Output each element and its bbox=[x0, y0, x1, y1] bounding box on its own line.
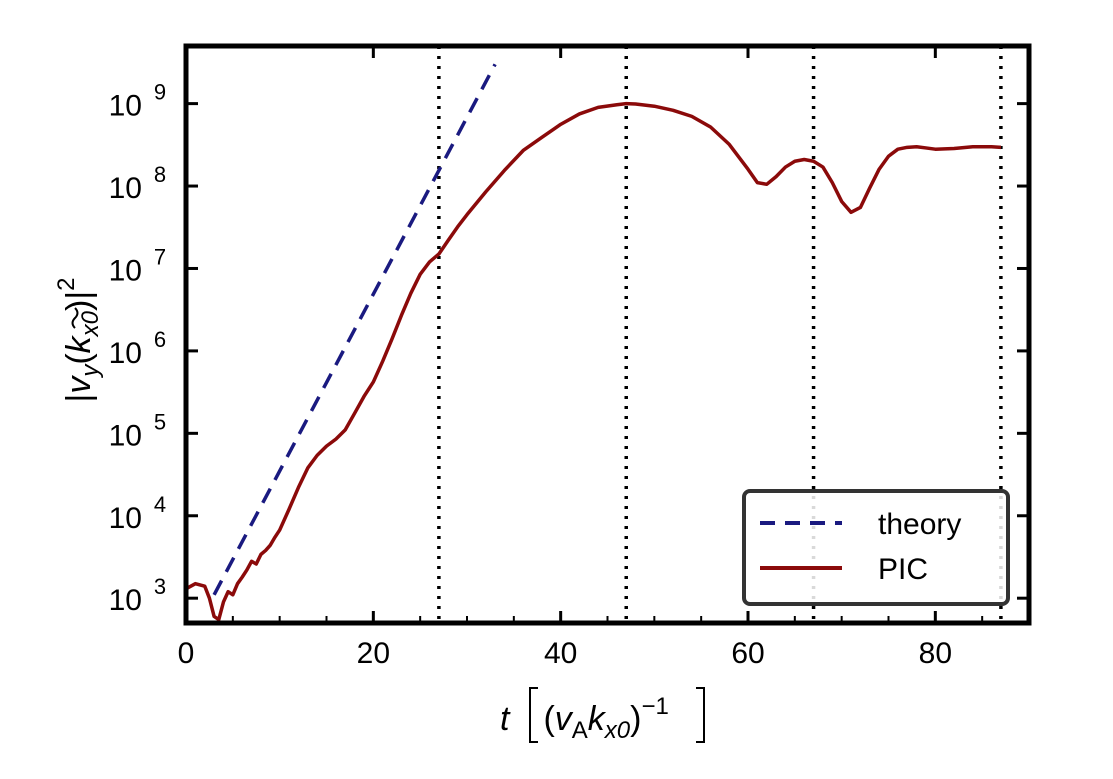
y-label-open: ( bbox=[60, 353, 98, 365]
x-tick-label-4: 80 bbox=[919, 637, 952, 670]
y-label-prefix: | bbox=[60, 394, 98, 403]
y-label-tilde-icon bbox=[71, 307, 79, 329]
y-label-close: )| bbox=[60, 291, 98, 311]
legend-theory-label: theory bbox=[878, 508, 961, 541]
x-axis-label: t (vAkx0)−1 bbox=[500, 693, 669, 744]
series-group bbox=[185, 63, 1002, 622]
y-tick-label-exp-6: 9 bbox=[154, 80, 166, 105]
x-tick-label-1: 20 bbox=[357, 637, 390, 670]
y-tick-label-6: 10 bbox=[109, 90, 142, 123]
legend-pic-label: PIC bbox=[878, 553, 928, 586]
y-tick-label-2: 10 bbox=[109, 419, 142, 452]
y-tick-label-exp-5: 8 bbox=[154, 162, 166, 187]
y-axis-label: |vy(kx0)|2 bbox=[53, 277, 104, 402]
y-label-k-sub: x0 bbox=[77, 310, 104, 337]
y-tick-label-exp-1: 4 bbox=[154, 492, 166, 517]
x-label-var: t bbox=[500, 700, 511, 738]
x-label-v: v bbox=[555, 700, 574, 738]
plot-frame bbox=[183, 43, 1032, 626]
series-line-theory bbox=[212, 63, 497, 596]
y-tick-label-exp-2: 5 bbox=[154, 409, 166, 434]
y-label-var: v bbox=[60, 375, 98, 394]
x-label-v-sub: A bbox=[572, 717, 588, 744]
y-tick-label-exp-3: 6 bbox=[154, 327, 166, 352]
x-label-exp: −1 bbox=[641, 693, 668, 720]
x-label-bracket-right-icon bbox=[696, 687, 705, 743]
x-tick-label-0: 0 bbox=[178, 637, 195, 670]
y-label-var-sub: y bbox=[77, 363, 104, 379]
legend-box bbox=[742, 489, 1010, 606]
y-label-k: k bbox=[60, 334, 98, 353]
y-tick-label-1: 10 bbox=[109, 502, 142, 535]
y-tick-label-0: 10 bbox=[109, 584, 142, 617]
x-label-bracket-left-icon bbox=[529, 687, 538, 743]
x-tick-labels: 0 20 40 60 80 bbox=[178, 637, 952, 670]
y-tick-labels: 10 3 10 4 10 5 10 6 10 7 10 8 10 9 bbox=[109, 80, 167, 618]
y-tick-label-5: 10 bbox=[109, 172, 142, 205]
x-tick-label-3: 60 bbox=[731, 637, 764, 670]
y-tick-label-exp-0: 3 bbox=[154, 574, 166, 599]
y-label-exp: 2 bbox=[53, 277, 80, 290]
x-label-k-sub: x0 bbox=[604, 717, 631, 744]
legend: theory PIC bbox=[742, 489, 1010, 606]
series-line-pic bbox=[185, 101, 1002, 622]
y-tick-label-4: 10 bbox=[109, 254, 142, 287]
x-label-k: k bbox=[588, 700, 607, 738]
y-tick-label-exp-4: 7 bbox=[154, 244, 166, 269]
y-tick-label-3: 10 bbox=[109, 337, 142, 370]
x-tick-label-2: 40 bbox=[544, 637, 577, 670]
